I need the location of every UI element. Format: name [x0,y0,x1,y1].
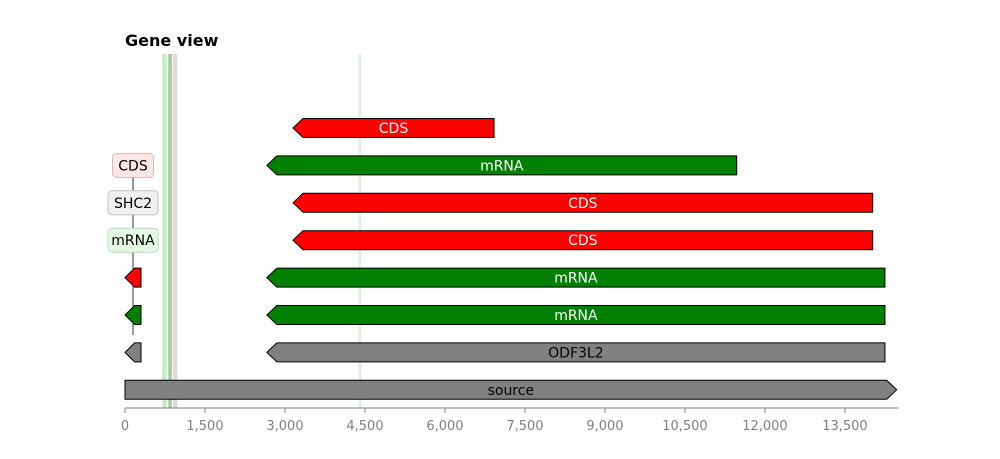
x-tick-label-3: 4,500 [346,419,383,434]
x-tick-label-9: 13,500 [822,419,868,434]
highlight-band-2 [172,54,178,408]
x-tick-label-5: 7,500 [506,419,543,434]
feature-label-4: mRNA [554,271,598,287]
small-feature-2 [124,342,142,363]
feature-cds-2 [292,192,874,213]
feature-mrna-4 [266,267,886,288]
chart-title: Gene view [125,31,219,50]
x-tick-label-4: 6,000 [426,419,463,434]
small-feature-1 [124,305,142,325]
feature-label-7: source [488,383,535,399]
small-feature-0 [124,267,142,288]
feature-cds-0 [292,118,495,138]
feature-label-3: CDS [568,233,598,249]
callout-label-1: SHC2 [114,196,152,212]
callout-label-0: CDS [118,158,148,174]
feature-label-5: mRNA [554,308,598,324]
callout-box-2 [107,227,159,253]
feature-label-0: CDS [379,121,409,137]
feature-label-1: mRNA [480,158,524,174]
feature-label-6: ODF3L2 [548,345,603,361]
highlight-band-0 [162,54,167,408]
callout-label-2: mRNA [111,233,155,249]
highlight-band-1 [168,54,172,408]
x-tick-label-8: 12,000 [742,419,788,434]
feature-mrna-1 [266,155,738,176]
feature-mrna-5 [266,305,886,325]
feature-odf3l2-6 [266,342,886,363]
x-tick-label-7: 10,500 [662,419,708,434]
x-tick-label-6: 9,000 [586,419,623,434]
x-tick-label-0: 0 [121,419,129,434]
feature-cds-3 [292,230,874,251]
feature-source-7 [124,379,898,400]
feature-label-2: CDS [568,196,598,212]
x-tick-label-1: 1,500 [186,419,223,434]
x-tick-label-2: 3,000 [266,419,303,434]
callout-box-0 [112,152,154,178]
callout-box-1 [107,190,159,216]
